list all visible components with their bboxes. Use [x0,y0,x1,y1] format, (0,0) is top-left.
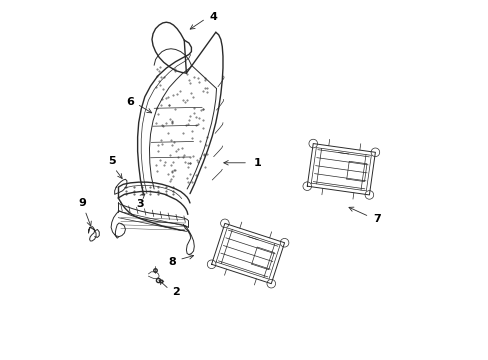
Text: 6: 6 [126,97,134,107]
Text: 2: 2 [172,287,180,297]
Text: 5: 5 [108,156,115,166]
Text: 1: 1 [253,158,261,168]
Text: 3: 3 [136,199,143,210]
Text: 9: 9 [78,198,86,208]
Text: 7: 7 [372,214,380,224]
Text: 4: 4 [209,12,217,22]
Text: 8: 8 [167,257,175,267]
